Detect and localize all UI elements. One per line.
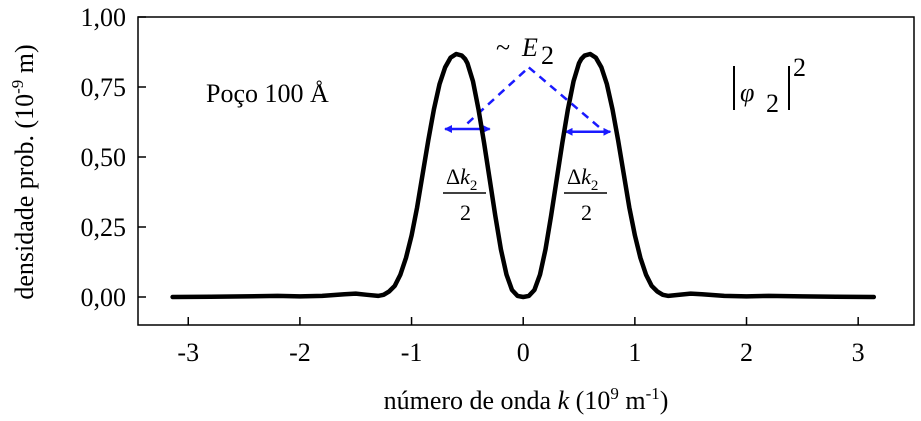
well-label: Poço 100 Å	[206, 79, 329, 108]
svg-text:φ: φ	[740, 78, 754, 107]
y-axis-title: densidade prob. (10-9 m)	[8, 44, 39, 299]
y-tick-label: 0,75	[81, 73, 127, 102]
x-tick-label: -1	[401, 338, 423, 367]
probability-density-curve	[170, 51, 877, 300]
delta-k-left-label: Δk2 2	[443, 164, 486, 225]
plot-frame	[137, 16, 915, 326]
svg-text:2: 2	[581, 200, 592, 225]
y-tick-label: 1,00	[81, 3, 127, 32]
x-axis-ticks: -3 -2 -1 0 1 2 3	[177, 317, 865, 367]
svg-text:2: 2	[460, 200, 471, 225]
y-tick-label: 0,25	[81, 213, 127, 242]
x-tick-label: -3	[177, 338, 199, 367]
svg-text:2: 2	[766, 89, 779, 118]
x-axis-title: número de onda k (109 m-1)	[384, 384, 669, 415]
y-axis-ticks: 0,00 0,25 0,50 0,75 1,00	[81, 3, 146, 312]
delta-k-right-label: Δk2 2	[564, 164, 607, 225]
x-tick-label: 2	[740, 338, 753, 367]
psi-squared-label: φ 2 2	[733, 53, 806, 118]
svg-text:2: 2	[541, 41, 554, 70]
x-tick-label: 0	[517, 338, 530, 367]
energy-dashed-line	[527, 66, 603, 130]
svg-text:~: ~	[496, 33, 510, 62]
x-tick-label: 1	[628, 338, 641, 367]
x-tick-label: 3	[852, 338, 865, 367]
y-tick-label: 0,50	[81, 143, 127, 172]
svg-text:2: 2	[793, 53, 806, 82]
energy-label: ~ E 2	[496, 33, 554, 70]
svg-text:Δk2: Δk2	[446, 164, 477, 194]
svg-text:E: E	[521, 33, 538, 62]
x-tick-label: -2	[289, 338, 311, 367]
svg-text:Δk2: Δk2	[567, 164, 598, 194]
y-tick-label: 0,00	[81, 283, 127, 312]
